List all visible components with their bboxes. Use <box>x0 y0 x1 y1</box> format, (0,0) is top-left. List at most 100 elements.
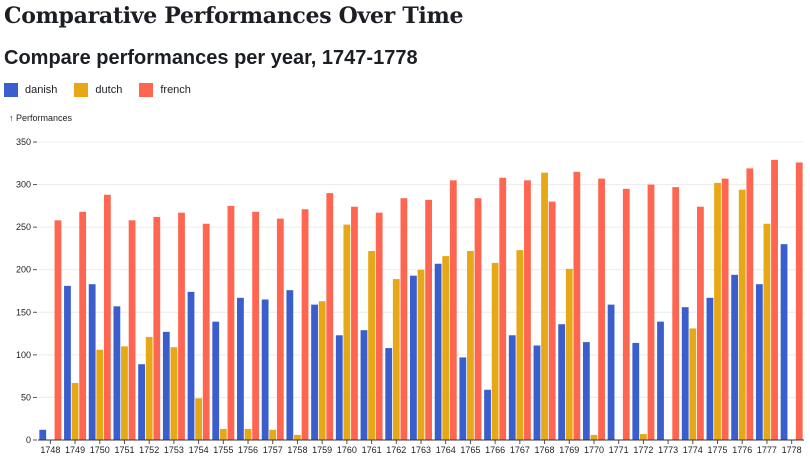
bar-dutch-1761 <box>368 250 375 440</box>
x-tick-label: 1776 <box>732 445 752 455</box>
axis-layer: 0 50 100 150 200 250 300 350 1748 1749 1750 1751 175… <box>16 137 804 455</box>
bar-dutch-1772 <box>639 434 647 440</box>
legend-swatch-dutch <box>74 83 89 97</box>
bar-dutch-1750 <box>96 349 104 440</box>
bar-french-1774 <box>697 206 704 440</box>
bar-danish-1775 <box>706 297 714 440</box>
bar-danish-1769 <box>558 324 566 440</box>
bar-danish-1765 <box>459 357 467 440</box>
bar-dutch-1770 <box>590 434 598 440</box>
bar-french-1758 <box>301 209 309 440</box>
bar-dutch-1754 <box>195 398 203 440</box>
bar-french-1769 <box>573 171 581 441</box>
bar-danish-1749 <box>64 285 71 440</box>
bar-danish-1758 <box>286 290 294 440</box>
x-tick-label: 1777 <box>757 445 777 455</box>
x-tick-label: 1763 <box>411 445 431 455</box>
legend-swatch-danish <box>4 83 18 97</box>
bar-french-1749 <box>79 211 87 440</box>
x-tick-label: 1754 <box>189 445 209 455</box>
bar-danish-1778 <box>780 244 788 440</box>
x-tick-label: 1772 <box>633 445 653 455</box>
bar-danish-1760 <box>335 335 343 440</box>
bar-dutch-1751 <box>121 346 128 440</box>
bar-french-1772 <box>647 184 655 440</box>
bar-danish-1767 <box>508 335 516 440</box>
bar-french-1756 <box>252 211 260 440</box>
x-tick-label: 1755 <box>213 445 233 455</box>
bar-french-1770 <box>598 178 605 441</box>
bar-french-1757 <box>276 218 284 440</box>
x-tick-label: 1767 <box>510 445 530 455</box>
bar-dutch-1759 <box>318 301 326 440</box>
x-tick-label: 1760 <box>337 445 357 455</box>
bar-danish-1748 <box>39 429 47 440</box>
legend-item-danish: danish <box>4 83 57 97</box>
bar-dutch-1758 <box>294 434 301 440</box>
x-tick-label: 1765 <box>460 445 480 455</box>
bar-danish-1768 <box>533 345 541 440</box>
x-tick-label: 1757 <box>263 445 283 455</box>
bar-danish-1774 <box>681 307 689 440</box>
bar-dutch-1757 <box>269 429 277 440</box>
x-tick-label: 1764 <box>436 445 456 455</box>
bar-danish-1777 <box>755 284 763 440</box>
bar-danish-1753 <box>162 331 170 440</box>
page-title: Comparative Performances Over Time <box>4 3 464 29</box>
x-tick-label: 1761 <box>362 445 382 455</box>
bar-french-1760 <box>351 206 358 440</box>
chart-title: Compare performances per year, 1747-1778 <box>4 47 418 69</box>
bar-dutch-1756 <box>244 428 252 440</box>
bar-french-1771 <box>622 188 630 440</box>
bar-dutch-1774 <box>689 328 697 440</box>
x-tick-label: 1771 <box>609 445 629 455</box>
legend-label-dutch: dutch <box>95 84 123 96</box>
legend-label-danish: danish <box>25 84 58 96</box>
bar-dutch-1775 <box>714 182 721 440</box>
bar-dutch-1777 <box>763 223 771 440</box>
bar-dutch-1752 <box>145 336 153 440</box>
bar-french-1766 <box>499 177 507 440</box>
bar-french-1754 <box>202 223 210 440</box>
bar-french-1767 <box>524 180 531 440</box>
y-axis-label: ↑ Performances <box>9 113 73 123</box>
bar-danish-1766 <box>484 389 491 440</box>
x-tick-label: 1773 <box>658 445 678 455</box>
bar-danish-1771 <box>607 304 615 440</box>
bar-danish-1772 <box>632 342 640 440</box>
y-tick-label: 300 <box>16 180 31 190</box>
x-tick-label: 1759 <box>312 445 332 455</box>
bar-dutch-1768 <box>541 172 548 440</box>
bar-danish-1750 <box>88 284 96 440</box>
x-tick-label: 1768 <box>535 445 555 455</box>
y-tick-label: 350 <box>16 137 31 147</box>
bar-french-1773 <box>672 187 680 440</box>
y-tick-label: 0 <box>26 435 31 445</box>
bars-layer <box>39 159 803 441</box>
y-tick-label: 50 <box>21 392 31 402</box>
bar-dutch-1763 <box>417 269 425 440</box>
bar-french-1759 <box>326 193 334 440</box>
bar-french-1750 <box>103 194 111 440</box>
bar-dutch-1755 <box>219 428 227 440</box>
x-tick-label: 1748 <box>40 445 60 455</box>
bar-dutch-1776 <box>738 189 746 440</box>
y-tick-label: 100 <box>16 350 31 360</box>
bar-french-1776 <box>746 168 754 440</box>
x-tick-label: 1775 <box>708 445 728 455</box>
legend-item-dutch: dutch <box>74 83 122 97</box>
bar-danish-1773 <box>657 321 664 440</box>
x-tick-label: 1751 <box>114 445 134 455</box>
x-tick-label: 1749 <box>65 445 85 455</box>
bar-danish-1757 <box>261 299 269 440</box>
x-tick-label: 1752 <box>139 445 159 455</box>
x-tick-label: 1750 <box>90 445 110 455</box>
y-tick-label: 250 <box>16 222 31 232</box>
bar-danish-1752 <box>138 364 145 440</box>
bar-french-1762 <box>400 198 408 440</box>
y-tick-label: 150 <box>16 307 31 317</box>
y-tick-label: 200 <box>16 265 31 275</box>
bar-danish-1776 <box>731 274 739 440</box>
bar-dutch-1749 <box>71 382 79 440</box>
x-tick-label: 1769 <box>559 445 579 455</box>
